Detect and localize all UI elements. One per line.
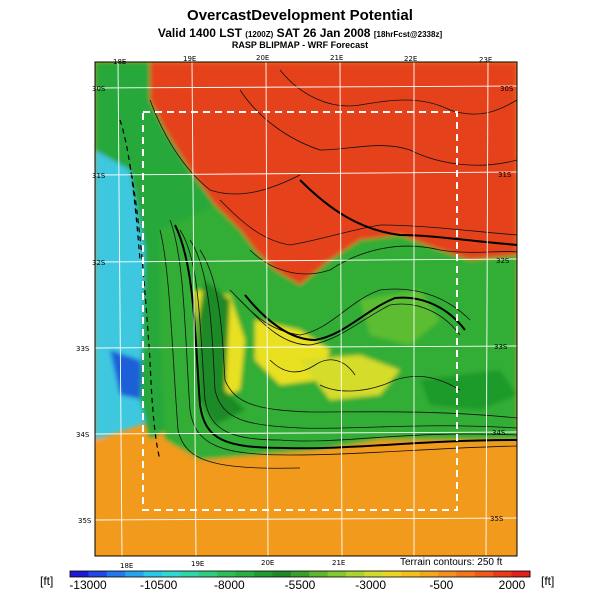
- lon-bottom-20: 20E: [261, 559, 274, 567]
- colorbar-swatch: [382, 571, 402, 577]
- colorbar: [69, 570, 531, 578]
- lat-left-34: 34S: [76, 431, 90, 439]
- colorbar-swatch: [235, 571, 255, 577]
- lat-left-31: 31S: [92, 172, 106, 180]
- colorbar-swatch: [456, 571, 476, 577]
- map-frame: [94, 61, 518, 557]
- lat-left-35: 35S: [78, 517, 92, 525]
- valid-date: SAT 26 Jan 2008: [276, 26, 371, 40]
- colorbar-tick-label: -500: [429, 578, 454, 592]
- colorbar-tick-label: -10500: [139, 578, 178, 592]
- colorbar-swatch: [493, 571, 512, 577]
- dark-green-pocket: [420, 370, 517, 410]
- lat-left-32: 32S: [92, 259, 106, 267]
- model-line: RASP BLIPMAP - WRF Forecast: [231, 40, 369, 50]
- colorbar-swatch: [309, 571, 328, 577]
- colorbar-swatch: [143, 571, 163, 577]
- deep-zone: [110, 350, 145, 400]
- colorbar-tick-label: -5500: [284, 578, 316, 592]
- lat-right-30: 30S: [500, 85, 514, 93]
- lon-top-21: 21E: [330, 54, 343, 62]
- colorbar-swatch: [438, 571, 457, 577]
- lat-left-30: 30S: [92, 85, 106, 93]
- lat-right-32: 32S: [496, 257, 510, 265]
- domain-boundary: [142, 111, 458, 511]
- lon-top-23: 23E: [479, 56, 492, 64]
- colorbar-swatch: [106, 571, 126, 577]
- terrain-contours: [149, 69, 517, 469]
- colorbar-swatch: [217, 571, 236, 577]
- forecast-info: [18hrFcst@2338z]: [373, 30, 443, 39]
- colorbar-frame: [69, 570, 531, 578]
- lon-bottom-21: 21E: [332, 559, 345, 567]
- colorbar-swatch: [272, 571, 292, 577]
- colorbar-unit-right: [ft]: [541, 574, 555, 588]
- colorbar-swatch: [290, 571, 310, 577]
- colorbar-swatch: [125, 571, 144, 577]
- lat-left-33: 33S: [76, 345, 90, 353]
- lon-bottom-18: 18E: [120, 562, 133, 570]
- colorbar-swatch: [88, 571, 108, 577]
- light-green-pocket: [360, 290, 440, 345]
- thick-contours: [174, 179, 517, 450]
- chart-title: OvercastDevelopment Potential: [187, 7, 413, 24]
- terrain-note: Terrain contours: 250 ft: [400, 557, 503, 568]
- colorbar-swatch: [419, 571, 439, 577]
- coastal-band: [95, 62, 215, 440]
- colorbar-swatch: [162, 571, 181, 577]
- lon-top-20: 20E: [256, 54, 269, 62]
- lat-right-35: 35S: [490, 515, 504, 523]
- lon-bottom-19: 19E: [191, 560, 204, 568]
- colorbar-swatch: [474, 571, 494, 577]
- colorbar-swatch: [254, 571, 273, 577]
- colorbar-swatch: [511, 571, 531, 577]
- colorbar-swatch: [180, 571, 200, 577]
- colorbar-swatch: [346, 571, 365, 577]
- colorbar-unit-left: [ft]: [40, 574, 54, 588]
- colorbar-swatch: [327, 571, 347, 577]
- colorbar-swatch: [198, 571, 218, 577]
- lat-right-34: 34S: [492, 429, 506, 437]
- colorbar-swatch: [364, 571, 384, 577]
- dark-valley: [198, 280, 245, 425]
- graticule: [95, 62, 517, 556]
- lon-top-22: 22E: [404, 55, 417, 63]
- colorbar-tick-label: -8000: [213, 578, 245, 592]
- valid-time-line: Valid 1400 LST (1200Z) SAT 26 Jan 2008 […: [0, 26, 600, 40]
- colorbar-swatch: [401, 571, 420, 577]
- yellow-pocket-east: [300, 355, 400, 400]
- map-area: [95, 62, 517, 556]
- colorbar-swatch: [70, 571, 89, 577]
- lat-right-33: 33S: [494, 343, 508, 351]
- lon-top-19: 19E: [183, 55, 196, 63]
- south-zone: [95, 440, 517, 556]
- colorbar-tick-label: -13000: [69, 578, 107, 592]
- valid-utc: (1200Z): [245, 30, 274, 39]
- lat-right-31: 31S: [498, 171, 512, 179]
- valid-prefix: Valid 1400 LST: [157, 26, 242, 40]
- lon-top-18: 18E: [113, 58, 126, 66]
- colorbar-tick-label: 2000: [498, 578, 526, 592]
- colorbar-tick-label: -3000: [355, 578, 387, 592]
